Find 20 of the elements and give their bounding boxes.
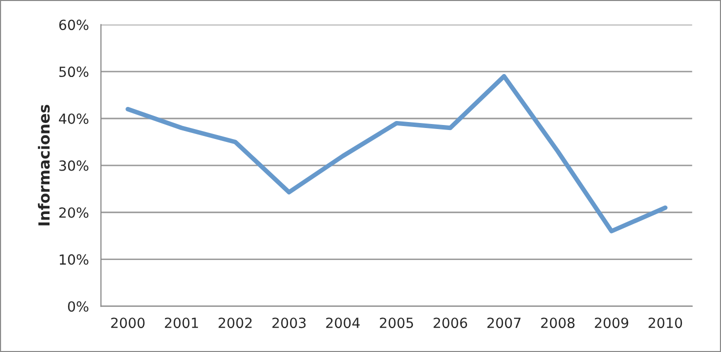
x-tick-label: 2007 xyxy=(487,318,521,328)
y-tick-label: 0% xyxy=(68,301,88,312)
y-tick-label: 20% xyxy=(59,207,88,218)
y-tick-label: 50% xyxy=(59,66,88,78)
y-axis-title: Informaciones xyxy=(38,104,50,226)
x-tick-label: 2002 xyxy=(218,318,252,328)
x-tick-label: 2000 xyxy=(111,318,145,328)
x-tick-label: 2005 xyxy=(380,318,414,328)
x-tick-label: 2009 xyxy=(594,318,628,328)
y-tick-label: 30% xyxy=(59,160,88,171)
y-tick-label: 60% xyxy=(59,20,88,30)
x-tick-label: 2010 xyxy=(648,318,682,328)
x-tick-label: 2003 xyxy=(272,318,306,328)
y-tick-label: 10% xyxy=(60,254,88,265)
y-tick-label: 40% xyxy=(58,113,88,124)
x-tick-label: 2006 xyxy=(434,318,468,328)
line-series xyxy=(126,74,668,234)
x-tick-label: 2004 xyxy=(326,318,360,328)
x-tick-label: 2001 xyxy=(164,318,198,328)
x-tick-label: 2008 xyxy=(541,318,575,328)
